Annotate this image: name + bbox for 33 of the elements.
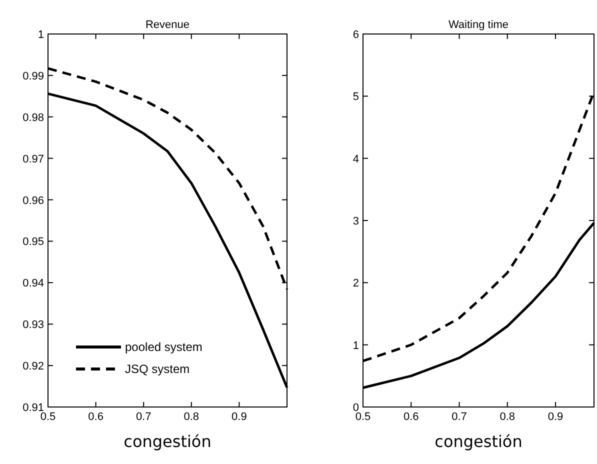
y-tick-label: 0.94 bbox=[22, 278, 44, 290]
x-tick-label: 0.8 bbox=[184, 411, 200, 423]
x-tick-label: 0.8 bbox=[500, 411, 516, 423]
y-tick-label: 0.92 bbox=[22, 360, 44, 373]
y-tick-label: 1 bbox=[352, 340, 359, 352]
legend-label: pooled system bbox=[125, 340, 202, 354]
x-tick-label: 0.5 bbox=[40, 411, 56, 423]
x-tick-label: 0.9 bbox=[548, 411, 564, 423]
y-tick-label: 6 bbox=[352, 29, 359, 41]
y-tick-label: 0.98 bbox=[22, 112, 44, 124]
y-tick-label: 0.95 bbox=[22, 236, 44, 248]
x-tick-label: 0.7 bbox=[136, 411, 152, 423]
y-tick-label: 0.91 bbox=[22, 402, 44, 414]
y-tick-label: 4 bbox=[352, 153, 359, 166]
y-tick-label: 0 bbox=[352, 402, 359, 414]
y-tick-label: 3 bbox=[352, 216, 359, 228]
y-tick-label: 0.96 bbox=[22, 194, 44, 207]
y-tick-label: 2 bbox=[352, 278, 359, 290]
x-tick-label: 0.5 bbox=[355, 411, 371, 423]
x-axis-title: congestión bbox=[124, 432, 212, 451]
chart-title: Revenue bbox=[145, 19, 190, 31]
x-tick-label: 0.6 bbox=[403, 411, 419, 423]
y-tick-label: 0.93 bbox=[22, 319, 44, 332]
x-tick-label: 0.9 bbox=[232, 411, 247, 423]
y-tick-label: 0.99 bbox=[22, 70, 44, 82]
legend-label: JSQ system bbox=[125, 362, 190, 376]
x-axis-title: congestión bbox=[434, 432, 522, 451]
y-tick-label: 1 bbox=[38, 29, 44, 41]
x-tick-label: 0.6 bbox=[88, 411, 104, 423]
chart-title: Waiting time bbox=[448, 19, 509, 31]
x-tick-label: 0.7 bbox=[452, 411, 467, 423]
y-tick-label: 5 bbox=[352, 91, 359, 104]
y-tick-label: 0.97 bbox=[22, 153, 44, 166]
